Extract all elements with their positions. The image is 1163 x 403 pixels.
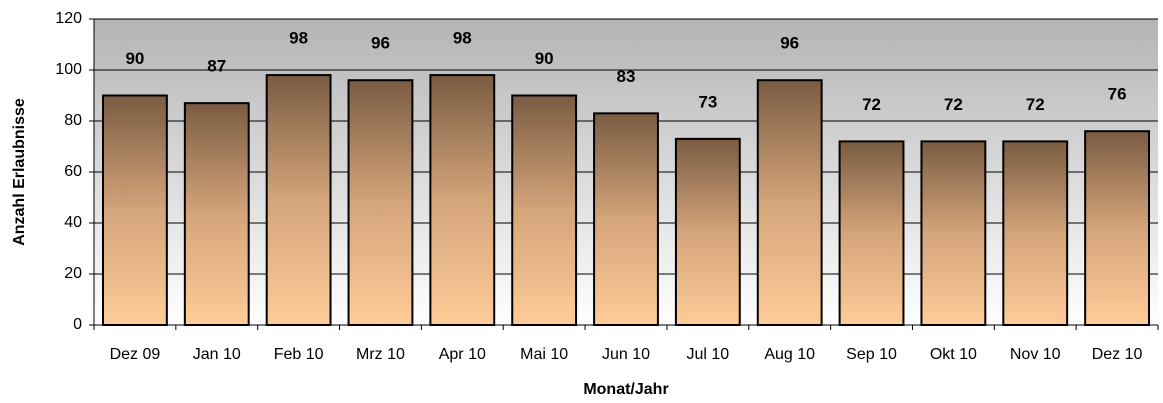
bar	[183, 102, 250, 327]
y-tick-label: 100	[55, 61, 82, 78]
value-label: 76	[1108, 85, 1127, 104]
bar	[920, 140, 987, 326]
x-tick-label: Aug 10	[764, 346, 815, 363]
x-tick-label: Dez 09	[110, 346, 161, 363]
x-tick-label: Feb 10	[274, 346, 324, 363]
value-label: 98	[289, 29, 308, 48]
value-label: 90	[125, 49, 144, 68]
x-tick-label: Mrz 10	[356, 346, 405, 363]
value-label: 98	[453, 29, 472, 48]
bar	[756, 79, 823, 326]
value-label: 72	[1026, 95, 1045, 114]
bar	[1084, 130, 1150, 326]
value-label: 96	[780, 34, 799, 53]
value-label: 96	[371, 34, 390, 53]
y-axis-title: Anzahl Erlaubnisse	[11, 98, 28, 246]
x-tick-label: Sep 10	[846, 346, 897, 363]
bar	[429, 74, 496, 326]
value-label: 72	[944, 95, 963, 114]
x-tick-label: Jan 10	[193, 346, 241, 363]
bar	[674, 137, 741, 326]
bar	[511, 94, 578, 326]
x-tick-label: Nov 10	[1010, 346, 1061, 363]
bar	[265, 74, 332, 326]
bar	[838, 140, 905, 326]
x-tick-label: Dez 10	[1092, 346, 1143, 363]
bar	[347, 79, 414, 326]
value-label: 72	[862, 95, 881, 114]
x-axis-title: Monat/Jahr	[583, 381, 668, 398]
x-tick-label: Apr 10	[439, 346, 486, 363]
value-label: 87	[207, 57, 226, 76]
y-tick-label: 0	[73, 316, 82, 333]
y-tick-label: 60	[64, 163, 82, 180]
bar	[593, 112, 659, 326]
y-tick-label: 20	[64, 265, 82, 282]
value-label: 83	[617, 67, 636, 86]
x-tick-label: Mai 10	[520, 346, 568, 363]
y-tick-label: 120	[55, 10, 82, 27]
value-label: 73	[698, 92, 717, 111]
x-tick-label: Okt 10	[930, 346, 977, 363]
y-tick-label: 40	[64, 214, 82, 231]
value-label: 90	[535, 49, 554, 68]
x-tick-label: Jun 10	[602, 346, 650, 363]
bar	[102, 94, 168, 326]
x-tick-label: Jul 10	[686, 346, 729, 363]
bar	[1002, 140, 1069, 326]
y-tick-label: 80	[64, 112, 82, 129]
